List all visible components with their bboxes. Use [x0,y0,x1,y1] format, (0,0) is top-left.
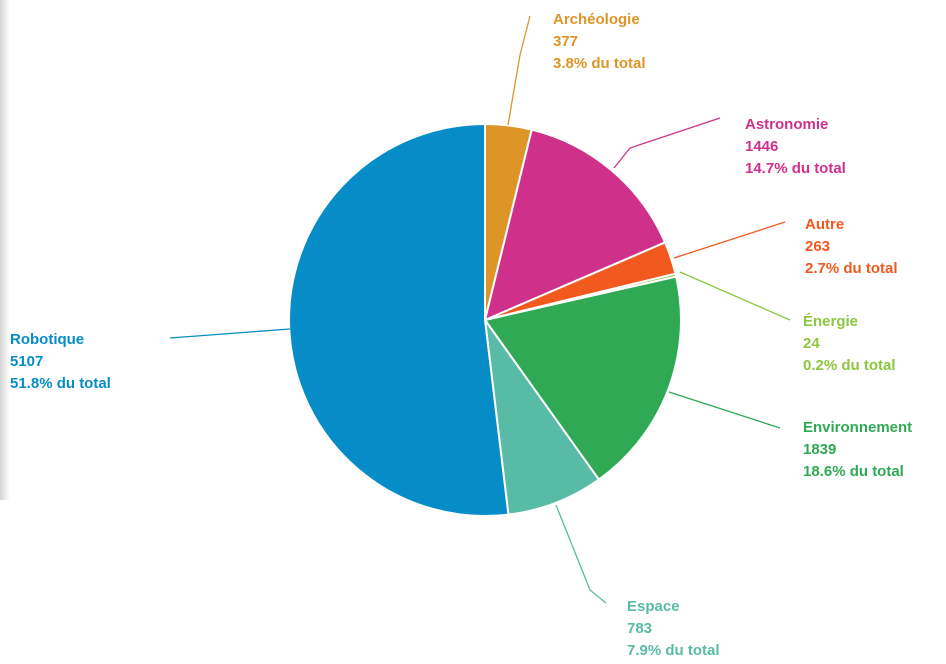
pie-slice-astronomie[interactable] [484,128,667,321]
label-value-archeologie: 377 [553,33,578,50]
pie-slice-environnement[interactable] [484,275,682,481]
label-value-environnement: 1839 [803,441,836,458]
data-label-energie: Énergie 24 0.2% du total [803,313,896,374]
leader-line-astronomie [613,117,721,169]
leader-line-archeologie [507,15,531,126]
data-label-archeologie: Archéologie 377 3.8% du total [553,11,646,72]
data-label-autre: Autre 263 2.7% du total [805,216,898,277]
left-panel-edge [0,0,10,500]
label-name-espace: Espace [627,598,680,615]
label-value-autre: 263 [805,238,830,255]
label-value-espace: 783 [627,620,652,637]
pie-slice-robotique[interactable] [288,123,510,517]
label-percent-environnement: 18.6% du total [803,463,904,480]
label-value-robotique: 5107 [10,353,43,370]
label-percent-archeologie: 3.8% du total [553,55,646,72]
data-label-espace: Espace 783 7.9% du total [627,598,720,659]
data-label-environnement: Environnement 1839 18.6% du total [803,419,912,480]
label-name-environnement: Environnement [803,419,912,436]
label-percent-astronomie: 14.7% du total [745,160,846,177]
label-value-astronomie: 1446 [745,138,778,155]
label-name-autre: Autre [805,216,844,233]
label-name-energie: Énergie [803,313,858,330]
data-label-robotique: Robotique 5107 51.8% du total [10,331,111,392]
label-percent-espace: 7.9% du total [627,642,720,659]
pie-slice-espace[interactable] [484,319,600,516]
label-name-robotique: Robotique [10,331,84,348]
label-percent-autre: 2.7% du total [805,260,898,277]
label-name-astronomie: Astronomie [745,116,828,133]
label-name-archeologie: Archéologie [553,11,640,28]
label-percent-robotique: 51.8% du total [10,375,111,392]
label-percent-energie: 0.2% du total [803,357,896,374]
leader-line-energie [679,271,791,321]
leader-line-robotique [169,328,291,339]
leader-line-environnement [668,391,781,429]
data-label-astronomie: Astronomie 1446 14.7% du total [745,116,846,177]
leader-line-autre [673,221,786,259]
label-value-energie: 24 [803,335,820,352]
leader-line-espace [555,504,607,604]
